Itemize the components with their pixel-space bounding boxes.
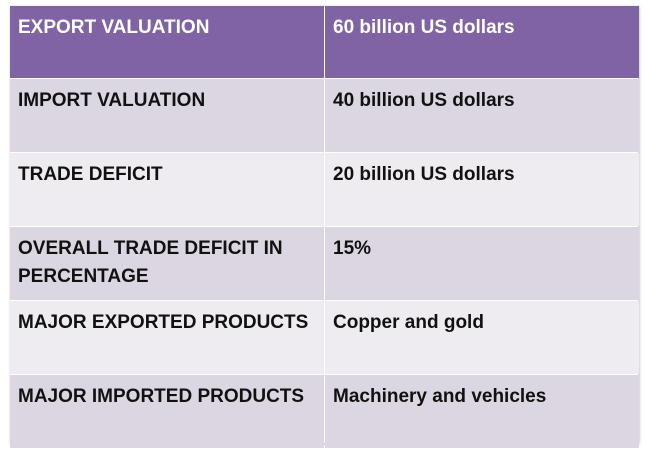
row-overall-trade-deficit-value: 15% [325, 227, 639, 300]
row-trade-deficit-label: TRADE DEFICIT [10, 153, 324, 226]
row-major-exported-products-label: MAJOR EXPORTED PRODUCTS [10, 301, 324, 374]
row-major-imported-products-value: Machinery and vehicles [325, 375, 639, 448]
row-overall-trade-deficit-label: OVERALL TRADE DEFICIT IN PERCENTAGE [10, 227, 324, 300]
row-major-exported-products-value: Copper and gold [325, 301, 639, 374]
trade-data-table: EXPORT VALUATION 60 billion US dollars I… [10, 6, 639, 448]
table-header-value: 60 billion US dollars [325, 6, 639, 78]
table-header-label: EXPORT VALUATION [10, 6, 324, 78]
row-trade-deficit-value: 20 billion US dollars [325, 153, 639, 226]
row-import-valuation-value: 40 billion US dollars [325, 79, 639, 152]
row-import-valuation-label: IMPORT VALUATION [10, 79, 324, 152]
row-major-imported-products-label: MAJOR IMPORTED PRODUCTS [10, 375, 324, 448]
